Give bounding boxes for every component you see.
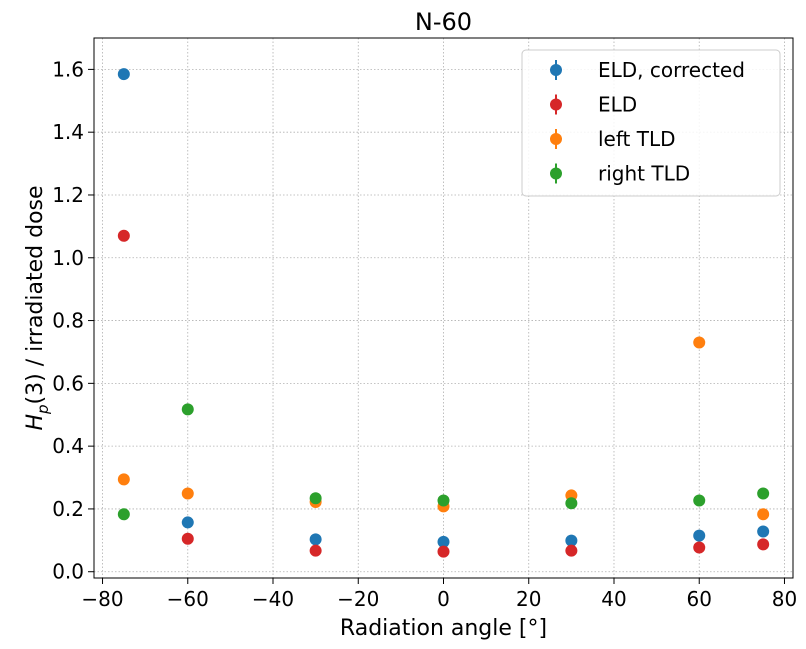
point-right-tld [117, 508, 130, 521]
point-eld-corrected [181, 516, 194, 529]
x-tick-label: 20 [516, 587, 541, 611]
x-tick-label: −60 [167, 587, 209, 611]
point-eld [117, 229, 130, 242]
chart-title: N-60 [415, 8, 472, 36]
y-tick-label: 1.2 [52, 183, 84, 207]
point-eld [437, 545, 450, 558]
data-points [117, 68, 770, 558]
legend-label: ELD [598, 93, 637, 117]
x-tick-label: 0 [437, 587, 450, 611]
point-left-tld [117, 473, 130, 486]
grid-lines [94, 38, 793, 578]
y-tick-label: 0.4 [52, 434, 84, 458]
y-axis-ticks: 0.0 0.2 0.4 0.6 0.8 1.0 1.2 1.4 1.6 [52, 57, 94, 584]
point-eld-corrected [437, 535, 450, 548]
x-axis-ticks: −80 −60 −40 −20 0 20 40 60 80 [81, 578, 797, 611]
y-tick-label: 0.8 [52, 309, 84, 333]
x-axis-label: Radiation angle [°] [340, 616, 547, 641]
legend: ELD, corrected ELD left TLD right TLD [521, 49, 781, 197]
x-tick-label: −20 [337, 587, 379, 611]
y-axis-label-rest: (3) / irradiated dose [23, 185, 48, 404]
x-tick-label: 80 [772, 587, 797, 611]
y-tick-label: 1.0 [52, 246, 84, 270]
legend-label: left TLD [598, 127, 676, 151]
x-tick-label: 40 [601, 587, 626, 611]
y-axis-label-base: H [23, 414, 48, 431]
point-left-tld [693, 336, 706, 349]
point-right-tld [309, 492, 322, 505]
x-tick-label: −40 [252, 587, 294, 611]
x-tick-label: 60 [687, 587, 712, 611]
point-left-tld [757, 508, 770, 521]
y-tick-label: 1.4 [52, 120, 84, 144]
legend-marker [550, 98, 562, 111]
legend-marker [550, 133, 562, 145]
point-left-tld [181, 487, 194, 500]
legend-marker [550, 64, 562, 76]
y-tick-label: 0.6 [52, 371, 84, 395]
legend-label: right TLD [598, 162, 690, 186]
point-eld-corrected [757, 525, 770, 538]
legend-label: ELD, corrected [598, 58, 745, 82]
point-eld-corrected [309, 533, 322, 546]
point-right-tld [181, 403, 194, 416]
legend-marker [550, 167, 562, 180]
x-tick-label: −80 [81, 587, 123, 611]
point-eld [693, 541, 706, 554]
point-right-tld [757, 487, 770, 500]
point-right-tld [693, 494, 706, 507]
y-axis-label-sub: p [34, 404, 52, 415]
point-right-tld [437, 494, 450, 507]
y-tick-label: 1.6 [52, 57, 84, 81]
point-eld [181, 532, 194, 545]
y-tick-label: 0.0 [52, 560, 84, 584]
point-eld-corrected [117, 68, 130, 81]
point-eld-corrected [565, 534, 578, 547]
point-right-tld [565, 497, 578, 510]
point-eld [757, 538, 770, 551]
point-eld [309, 544, 322, 557]
point-eld [565, 544, 578, 557]
y-tick-label: 0.2 [52, 497, 84, 521]
legend-box [521, 49, 781, 197]
point-eld-corrected [693, 529, 706, 542]
y-axis-label: Hp(3) / irradiated dose [23, 185, 52, 430]
